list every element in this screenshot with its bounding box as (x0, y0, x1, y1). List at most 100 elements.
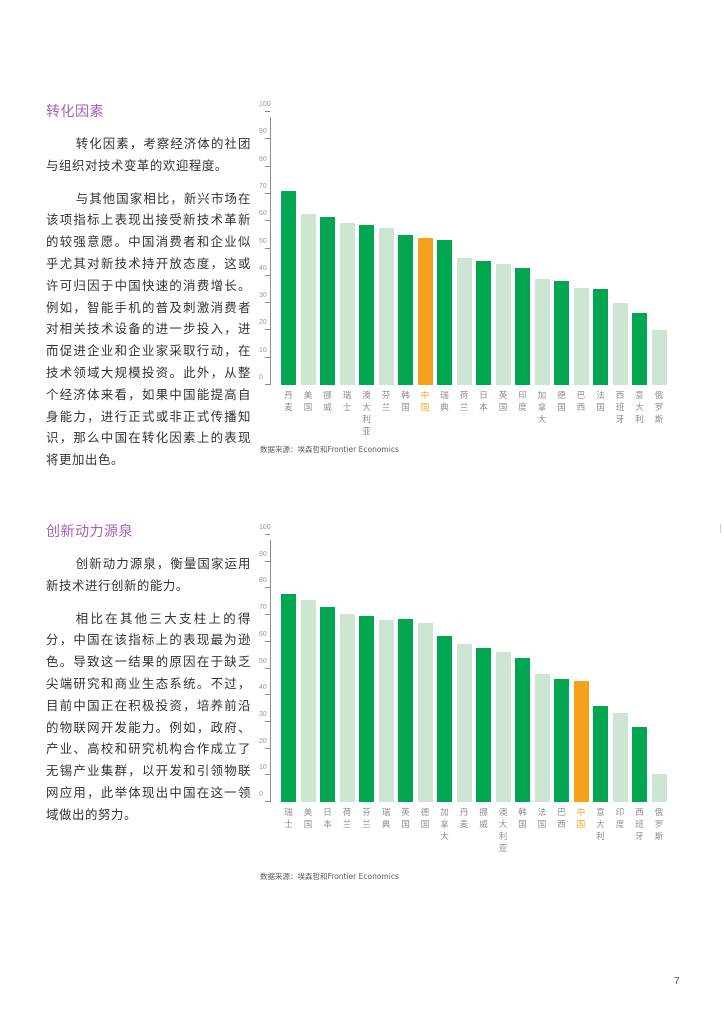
bar-country (651, 330, 667, 385)
y-tick-label: 100 (259, 101, 271, 108)
y-tick-mark (265, 329, 270, 331)
y-tick-mark (265, 774, 270, 776)
y-tick-label: 70 (259, 604, 267, 612)
bar-country (554, 679, 569, 802)
bar-chart-innovation-source: 0 10 20 30 40 50 60 70 80 90 100 瑞士 美国 日本 荷兰 芬兰 瑞典 英国 德国 加拿… (250, 520, 680, 865)
y-tick-label: 50 (259, 237, 267, 245)
x-category-label: 俄罗斯 (654, 808, 664, 842)
bar-china (417, 237, 433, 385)
bar-country (300, 214, 316, 385)
x-category-label: 加拿大 (537, 391, 547, 425)
y-tick-label: 50 (259, 657, 267, 665)
bar-country (281, 191, 296, 385)
x-category-label: 瑞士 (284, 808, 293, 830)
bar-country (281, 593, 296, 802)
y-tick-label: 90 (259, 128, 267, 136)
section-title: 创新动力源泉 (46, 524, 133, 540)
y-tick-label: 90 (259, 550, 267, 558)
y-tick-mark (265, 694, 270, 696)
bar-country (612, 712, 628, 802)
y-tick-mark (265, 274, 270, 276)
bar-country (398, 619, 413, 802)
y-tick-label: 0 (259, 374, 263, 381)
y-tick-mark (265, 747, 270, 749)
bar-country (651, 773, 667, 802)
data-source-note: 数据来源：埃森哲和Frontier Economics (260, 872, 399, 881)
bar-country (632, 727, 647, 802)
y-tick-label: 10 (259, 764, 267, 772)
x-category-label: 荷兰 (459, 391, 469, 413)
bar-country (300, 600, 316, 802)
y-tick-mark (265, 220, 270, 222)
bar-country (437, 240, 452, 385)
y-tick-label: 80 (259, 155, 267, 163)
x-category-label: 英国 (498, 391, 508, 413)
bar-china (573, 680, 589, 802)
x-category-label: 日本 (323, 808, 332, 830)
y-axis-line (270, 540, 271, 802)
bar-country (378, 228, 394, 385)
bar-country (554, 281, 569, 385)
y-tick-mark (265, 165, 270, 167)
y-tick-label: 100 (259, 524, 271, 531)
y-tick-mark (265, 667, 270, 669)
x-category-label: 俄罗斯 (654, 391, 664, 425)
y-tick-label: 20 (259, 319, 267, 327)
y-tick-mark (265, 247, 270, 249)
y-tick-label: 40 (259, 684, 267, 692)
section-body: 创新动力源泉，衡量国家运用新技术进行创新的能力。 相比在其他三大支柱上的得分，中… (46, 553, 251, 826)
bar-country (437, 636, 452, 802)
x-category-label: 丹麦 (284, 391, 293, 413)
x-category-label: 日本 (479, 391, 488, 413)
x-category-label: 意大利 (635, 391, 644, 425)
x-category-label: 芬兰 (362, 808, 371, 830)
x-category-label: 西班牙 (635, 808, 644, 842)
y-tick-label: 60 (259, 630, 267, 638)
data-source-note: 数据来源：埃森哲和Frontier Economics (260, 445, 399, 454)
y-tick-mark (265, 384, 270, 385)
x-category-label: 挪威 (479, 808, 488, 830)
x-category-label: 西班牙 (615, 391, 625, 425)
x-category-label: 韩国 (401, 391, 410, 413)
x-category-label: 澳大利亚 (362, 391, 371, 437)
x-category-label: 瑞典 (381, 808, 391, 830)
bar-country (378, 620, 394, 802)
bar-country (320, 607, 335, 802)
x-category-label: 巴西 (576, 391, 586, 413)
bar-country (476, 648, 491, 802)
bar-country (339, 613, 355, 802)
bar-country (398, 234, 413, 385)
y-tick-mark (265, 587, 270, 589)
bar-country (495, 652, 511, 802)
bar-country (359, 225, 374, 385)
y-tick-mark (265, 138, 270, 140)
y-tick-mark (265, 720, 270, 722)
y-tick-mark (265, 640, 270, 642)
x-category-label: 澳大利亚 (498, 808, 508, 854)
y-tick-label: 80 (259, 577, 267, 585)
y-tick-label: 70 (259, 182, 267, 190)
bar-country (320, 217, 335, 385)
x-category-label: 印度 (518, 391, 527, 413)
x-category-label: 瑞典 (440, 391, 449, 413)
bar-chart-transformation-factor: 0 10 20 30 40 50 60 70 80 90 100 丹麦 美国 挪威 瑞士 澳大利亚 芬兰 韩国 中国… (250, 100, 680, 440)
y-tick-mark (265, 614, 270, 616)
bar-country (456, 644, 472, 802)
y-tick-mark (265, 534, 270, 535)
bar-country (476, 260, 491, 385)
bar-country (593, 705, 608, 802)
y-axis-line (270, 117, 271, 385)
bar-country (359, 616, 374, 802)
bar-country (417, 623, 433, 802)
x-category-label: 法国 (537, 808, 547, 830)
section-title: 转化因素 (46, 104, 104, 120)
y-tick-mark (265, 356, 270, 358)
y-tick-label: 40 (259, 264, 267, 272)
x-category-label: 瑞士 (342, 391, 352, 413)
bar-country (612, 303, 628, 385)
paragraph: 相比在其他三大支柱上的得分，中国在该指标上的表现最为逊色。导致这一结果的原因在于… (46, 610, 251, 822)
x-category-label: 印度 (615, 808, 625, 830)
x-category-label: 英国 (401, 808, 410, 830)
y-tick-mark (265, 111, 270, 112)
x-category-label: 法国 (596, 391, 605, 413)
